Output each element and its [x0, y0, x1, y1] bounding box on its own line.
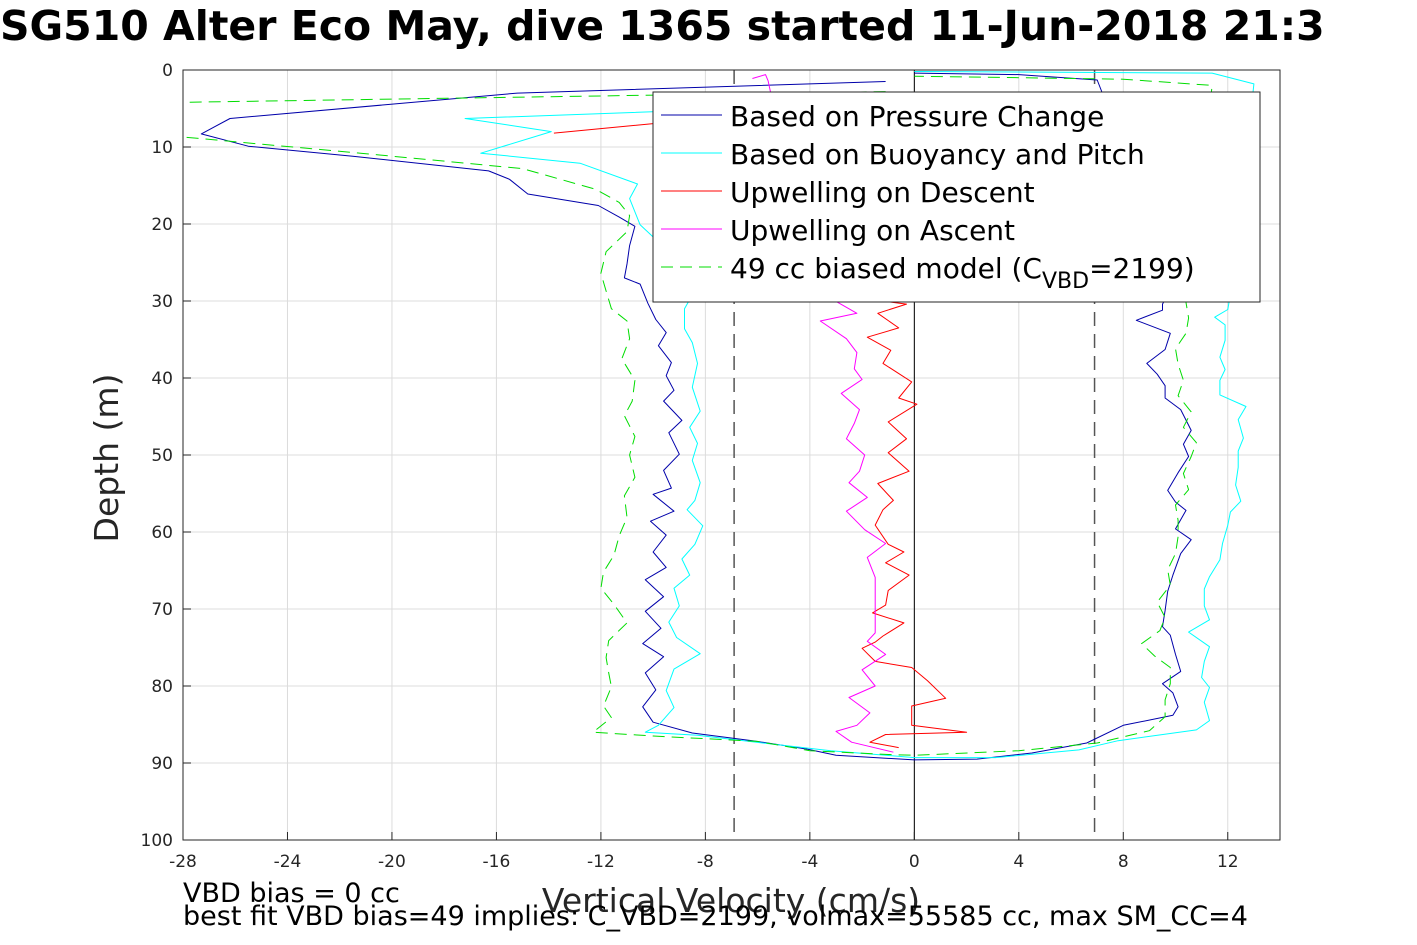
series-group — [182, 71, 1255, 761]
series-line-5 — [182, 75, 1213, 756]
series-line-2 — [464, 71, 1255, 759]
legend-label: 49 cc biased model (C — [730, 252, 1042, 285]
legend-entry-4: Upwelling on Ascent — [730, 214, 1015, 247]
x-tick-label: -12 — [587, 852, 615, 872]
y-tick-label: 80 — [151, 677, 173, 697]
x-tick-label: -20 — [378, 852, 406, 872]
y-axis-label: Depth (m) — [87, 374, 126, 543]
y-tick-label: 50 — [151, 446, 173, 466]
legend-entry-2: Based on Buoyancy and Pitch — [730, 138, 1145, 171]
y-tick-label: 0 — [162, 61, 173, 81]
x-tick-label: -24 — [274, 852, 302, 872]
y-tick-label: 10 — [151, 138, 173, 158]
series-line-4 — [752, 74, 894, 753]
x-axis-label: Vertical Velocity (cm/s) — [542, 881, 920, 920]
x-tick-label: -16 — [483, 852, 511, 872]
y-tick-label: 60 — [151, 523, 173, 543]
legend-entry-3: Upwelling on Descent — [730, 176, 1035, 209]
x-tick-label: 0 — [909, 852, 920, 872]
ticks: -28 -24 -20 -16 -12 -8 -4 0 4 8 12 0 10 20 30 40 50 60 70 8… — [141, 61, 1239, 872]
footer-vbd-bias: VBD bias = 0 cc — [183, 878, 400, 909]
series-line-1 — [200, 72, 1192, 761]
chart-title: SG510 Alter Eco May, dive 1365 started 1… — [0, 2, 1325, 50]
legend-subscript: VBD — [1042, 269, 1089, 294]
footer-best-fit: best fit VBD bias=49 implies: C_VBD=2199… — [183, 901, 1248, 932]
y-tick-label: 40 — [151, 369, 173, 389]
y-tick-label: 30 — [151, 292, 173, 312]
legend-entry-5: 49 cc biased model (CVBD=2199) — [730, 252, 1195, 294]
y-tick-label: 100 — [141, 831, 173, 851]
legend: Based on Pressure Change Based on Buoyanc… — [652, 91, 1261, 303]
legend-box — [652, 91, 1261, 303]
x-tick-label: 12 — [1217, 852, 1239, 872]
y-tick-label: 20 — [151, 215, 173, 235]
series-line-3 — [553, 122, 968, 749]
x-tick-label: 4 — [1013, 852, 1024, 872]
x-tick-label: -4 — [801, 852, 818, 872]
legend-entry-1: Based on Pressure Change — [730, 100, 1104, 133]
y-tick-label: 70 — [151, 600, 173, 620]
x-tick-label: -8 — [697, 852, 714, 872]
legend-tail: =2199) — [1089, 252, 1195, 285]
x-tick-label: 8 — [1118, 852, 1129, 872]
x-tick-label: -28 — [169, 852, 197, 872]
y-tick-label: 90 — [151, 754, 173, 774]
